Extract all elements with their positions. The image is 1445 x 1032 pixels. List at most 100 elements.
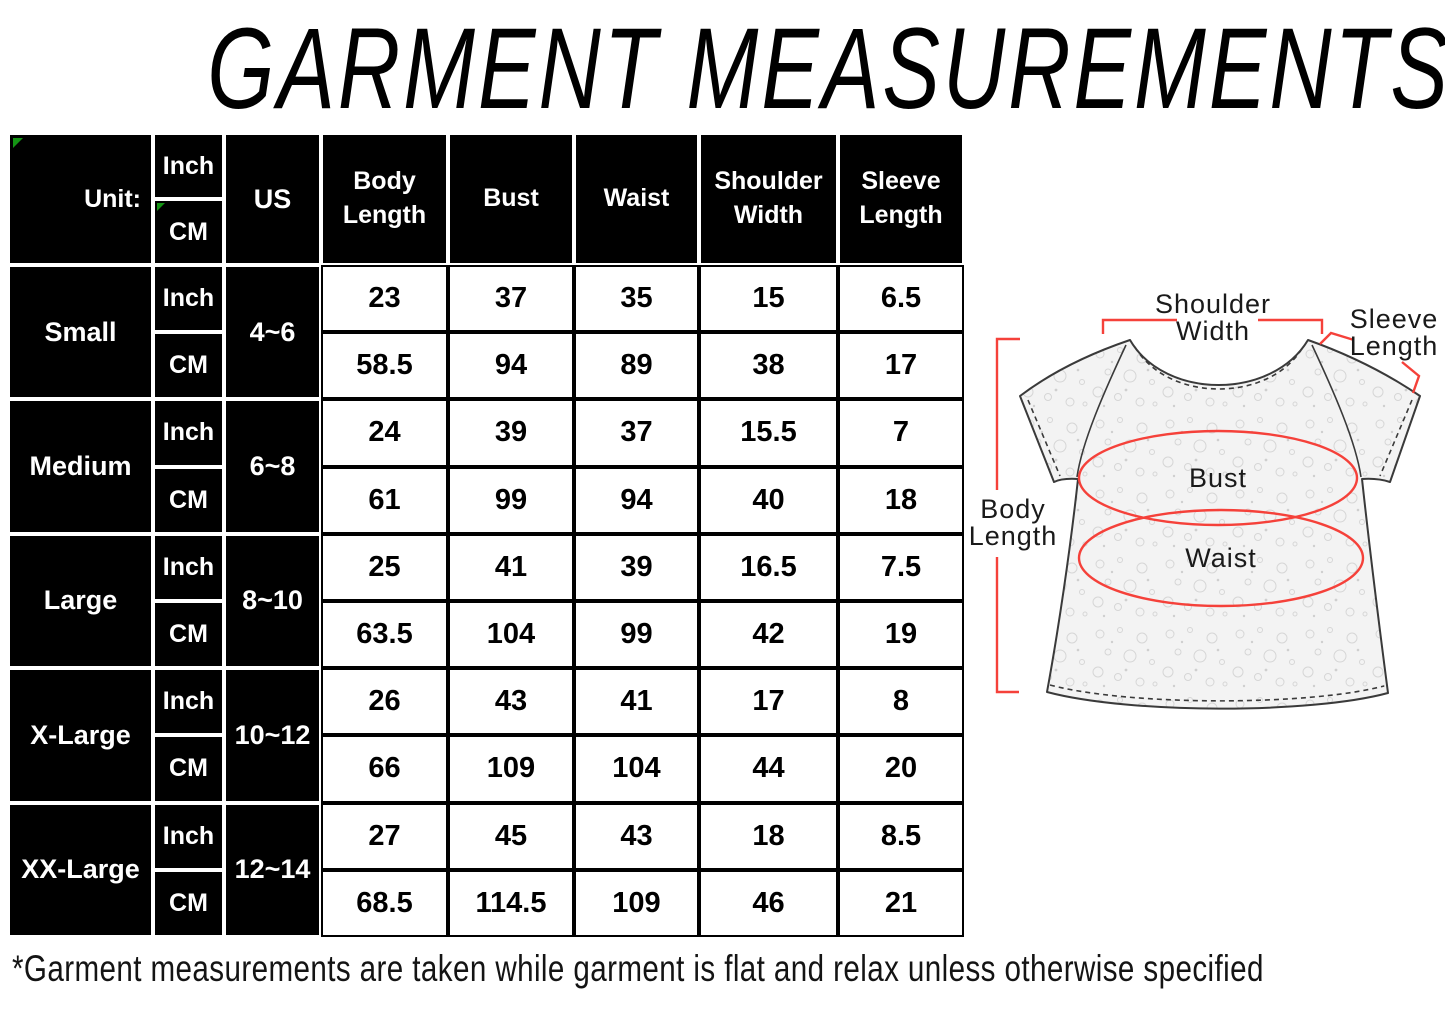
body-length-bracket (995, 337, 1020, 694)
waist-label: Waist (1185, 543, 1257, 573)
size-label-xx-large: XX-Large (8, 802, 153, 937)
cm-header-label: CM (169, 217, 208, 246)
footnote: *Garment measurements are taken while ga… (12, 948, 1264, 989)
value-cell: 104 (574, 735, 699, 803)
shoulder-width-label: Shoulder (1155, 289, 1271, 319)
us-size-large: 8~10 (224, 533, 321, 669)
shoulder-width-bracket (1101, 318, 1324, 334)
value-cell: 46 (699, 869, 838, 937)
value-cell: 19 (838, 600, 964, 669)
value-cell: 99 (574, 600, 699, 669)
value-cell: 25 (321, 533, 448, 601)
value-cell: 17 (838, 332, 964, 400)
value-cell: 26 (321, 668, 448, 736)
value-cell: 43 (448, 668, 574, 736)
value-cell: 37 (448, 265, 574, 333)
us-size-medium: 6~8 (224, 399, 321, 534)
unit-cell-inch: Inch (153, 265, 224, 333)
unit-header-cell: Unit: (8, 133, 153, 265)
inch-header-cell: Inch (153, 133, 224, 199)
value-cell: 21 (838, 869, 964, 937)
value-cell: 89 (574, 332, 699, 400)
us-size-x-large: 10~12 (224, 668, 321, 803)
value-cell: 109 (574, 869, 699, 937)
value-cell: 39 (574, 533, 699, 601)
us-header-cell: US (224, 133, 321, 265)
value-cell: 40 (699, 466, 838, 534)
unit-cell-cm: CM (153, 466, 224, 534)
bust-label: Bust (1189, 463, 1247, 493)
waist-measure-ellipse (1077, 508, 1365, 608)
value-cell: 18 (699, 802, 838, 870)
value-cell: 15.5 (699, 399, 838, 467)
value-cell: 37 (574, 399, 699, 467)
value-cell: 114.5 (448, 869, 574, 937)
us-size-xx-large: 12~14 (224, 802, 321, 937)
excel-error-marker-icon (157, 203, 165, 211)
bottom-hem-stitch (1049, 684, 1385, 702)
size-label-medium: Medium (8, 399, 153, 534)
value-cell: 16.5 (699, 533, 838, 601)
value-cell: 63.5 (321, 600, 448, 669)
unit-cell-inch: Inch (153, 399, 224, 467)
unit-header-label: Unit: (84, 184, 141, 213)
value-cell: 94 (574, 466, 699, 534)
value-cell: 41 (448, 533, 574, 601)
us-size-small: 4~6 (224, 265, 321, 400)
value-cell: 109 (448, 735, 574, 803)
size-label-x-large: X-Large (8, 668, 153, 803)
value-cell: 58.5 (321, 332, 448, 400)
sleeve-length-label: Sleeve (1350, 304, 1439, 334)
unit-cell-cm: CM (153, 332, 224, 400)
column-header-body-length: Body Length (321, 133, 448, 265)
value-cell: 99 (448, 466, 574, 534)
value-cell: 15 (699, 265, 838, 333)
sleeve-length-label: Length (1350, 331, 1439, 361)
armhole-seam-right (1311, 344, 1362, 478)
column-header-shoulder-width: Shoulder Width (699, 133, 838, 265)
unit-cell-cm: CM (153, 735, 224, 803)
value-cell: 35 (574, 265, 699, 333)
value-cell: 61 (321, 466, 448, 534)
page-title-row: GARMENT MEASUREMENTS (0, 12, 1445, 127)
value-cell: 68.5 (321, 869, 448, 937)
value-cell: 104 (448, 600, 574, 669)
sleeve-hem-stitch-left (1027, 399, 1061, 477)
cm-header-cell: CM (153, 199, 224, 265)
value-cell: 8 (838, 668, 964, 736)
value-cell: 38 (699, 332, 838, 400)
body-length-label: Body (980, 494, 1046, 524)
page-title: GARMENT MEASUREMENTS (207, 5, 1445, 133)
tshirt-graphic: Shoulder Width Sleeve Length Body Length… (969, 289, 1439, 710)
unit-cell-inch: Inch (153, 533, 224, 601)
value-cell: 94 (448, 332, 574, 400)
column-header-sleeve-length: Sleeve Length (838, 133, 964, 265)
value-cell: 43 (574, 802, 699, 870)
column-header-waist: Waist (574, 133, 699, 265)
value-cell: 17 (699, 668, 838, 736)
value-cell: 20 (838, 735, 964, 803)
measurement-table: Unit: Inch CM US Body Length Bust Waist … (8, 133, 964, 937)
value-cell: 7.5 (838, 533, 964, 601)
value-cell: 45 (448, 802, 574, 870)
sleeve-length-bracket (1319, 331, 1421, 394)
value-cell: 66 (321, 735, 448, 803)
value-cell: 24 (321, 399, 448, 467)
bust-measure-ellipse (1077, 429, 1359, 527)
value-cell: 41 (574, 668, 699, 736)
neckline-stitch (1134, 346, 1304, 390)
value-cell: 6.5 (838, 265, 964, 333)
unit-cell-inch: Inch (153, 802, 224, 870)
value-cell: 18 (838, 466, 964, 534)
value-cell: 23 (321, 265, 448, 333)
value-cell: 39 (448, 399, 574, 467)
sleeve-hem-stitch-right (1379, 399, 1413, 477)
unit-cell-inch: Inch (153, 668, 224, 736)
size-label-large: Large (8, 533, 153, 669)
body-length-label: Length (969, 521, 1058, 551)
value-cell: 42 (699, 600, 838, 669)
value-cell: 44 (699, 735, 838, 803)
armhole-seam-left (1076, 344, 1127, 478)
value-cell: 7 (838, 399, 964, 467)
